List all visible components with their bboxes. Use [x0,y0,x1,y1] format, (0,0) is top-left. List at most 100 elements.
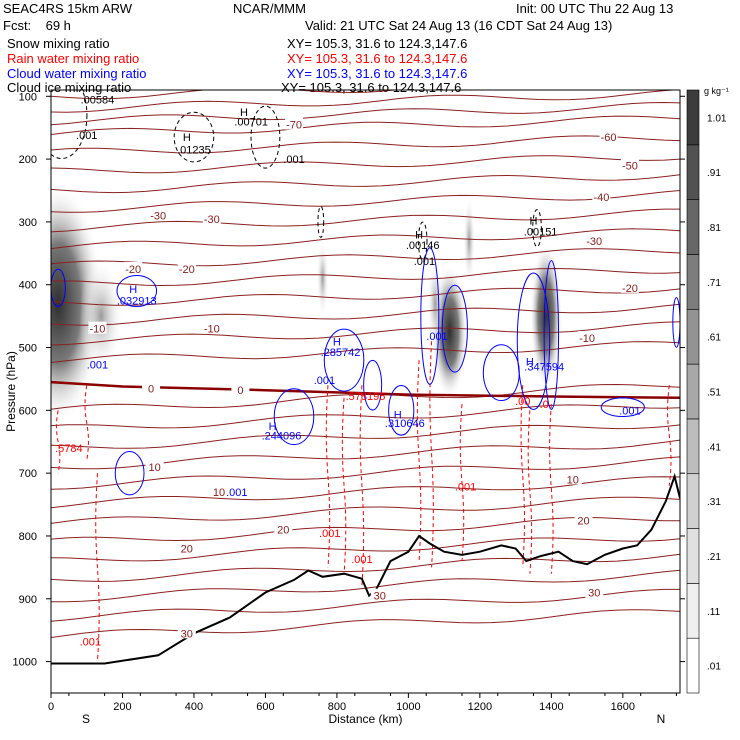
rain-water-contour [325,385,331,568]
colorbar-label: .01 [707,662,721,673]
contour-annotation: .5784 [55,443,83,455]
left-endpoint-label: S [82,712,90,726]
rain-water-contour [520,385,525,568]
contour-annotation: .244096 [262,430,302,442]
isotherm-label-bg [563,472,582,485]
isotherm-label-bg [88,321,107,334]
contour-annotation: H [183,132,191,144]
isotherm-label-bg [177,626,196,639]
isotherm-line [51,609,680,638]
x-tick-label: 1000 [396,701,420,713]
isotherm-label-bg [142,381,161,394]
isotherm-label-bg [585,233,604,246]
contour-annotation: H [129,284,137,296]
x-tick-label: 800 [328,701,346,713]
contour-annotation: .00701 [234,116,268,128]
colorbar-swatch [686,473,700,529]
cloud-water-contour [516,272,551,410]
isotherm-line [51,174,680,194]
isotherm-line [51,496,680,524]
isotherm-label: 0 [148,383,154,395]
cloud-water-contour [672,297,680,348]
isotherm-line [51,90,680,113]
isotherm-line [51,190,680,213]
legend-rain-label: Rain water mixing ratio [7,51,140,66]
legend-cloud-water-xy: XY= 105.3, 31.6 to 124.3,147.6 [287,66,468,81]
colorbar-swatch [686,363,700,420]
snow-contour [173,111,215,163]
y-tick-label: 100 [19,91,37,103]
isotherm-label: 30 [588,588,600,600]
isotherm-label: 0 [237,385,243,397]
isotherm-label-bg [202,211,221,224]
colorbar-label: .91 [707,168,721,179]
isotherm-line [51,321,680,346]
cloud-water-contour [388,385,415,436]
isotherm-line [51,228,680,250]
y-tick-label: 400 [19,280,37,292]
isotherm-line [51,115,680,135]
cloud-water-contour [600,397,645,418]
isotherm-label-bg [149,208,168,221]
contour-annotation: .032913 [117,295,157,307]
cloud-water-contour [543,260,560,410]
y-tick-label: 900 [19,594,37,606]
contour-annotation: .001 [76,130,97,142]
colorbar-label: .81 [707,223,721,234]
colorbar-label: .51 [707,388,721,399]
y-tick-label: 200 [19,154,37,166]
isotherm-label-bg [124,262,143,275]
x-tick-label: 600 [256,701,274,713]
isotherm-label: 30 [374,591,386,603]
isotherm-label-bg [620,158,639,171]
contour-annotation: .001 [455,481,476,493]
legend-snow-xy: XY= 105.3, 31.6 to 124.3,147.6 [287,36,468,51]
init-time: Init: 00 UTC Thu 22 Aug 13 [516,1,674,16]
contour-annotation: .285742 [321,347,361,359]
isotherm-line [51,588,680,622]
contour-annotation: .310646 [385,418,425,430]
cloud-water-contour [51,268,66,307]
isotherm-label: -10 [204,324,220,336]
rain-water-contour [549,404,554,574]
cloud-water-contour [323,328,365,392]
colorbar-unit: g kg⁻¹ [704,86,729,96]
snow-contour [532,209,542,248]
rain-water-contour [95,473,100,662]
colorbar-swatch [686,144,700,200]
contour-annotation: .001 [426,331,447,343]
contour-annotation: H [269,421,277,433]
colorbar-label: 1.01 [707,113,727,124]
colorbar-swatch [686,418,700,475]
y-axis-title: Pressure (hPa) [4,351,18,432]
isotherm-line [51,476,680,509]
snow-contour [51,90,88,160]
isotherm-label: 10 [567,474,579,486]
isotherm-label: -20 [179,264,195,276]
contour-annotation: .00151 [524,226,558,238]
isotherm-line [51,135,680,154]
contour-annotation: .001 [226,487,247,499]
colorbar-swatch [686,637,700,694]
isotherm-label-bg [370,588,389,601]
rain-water-contour [84,385,89,461]
cloud-water-contour [114,450,145,496]
legend-snow-label: Snow mixing ratio [7,36,110,51]
rain-water-contour [667,385,672,486]
cloud-water-contour [482,344,520,402]
isotherm-line [51,404,680,429]
x-tick-label: 200 [113,701,131,713]
rain-water-contour [55,410,61,474]
colorbar-label: .31 [707,497,721,508]
contour-annotation: .001 [414,256,435,268]
x-tick-label: 1600 [611,701,635,713]
legend-cloud-ice-xy: XY= 105.3, 31.6 to 124.3,147.6 [281,80,462,95]
y-tick-label: 700 [19,468,37,480]
contour-annotation: H [394,410,402,422]
y-tick-label: 300 [19,217,37,229]
isotherm-line [51,456,680,490]
contour-annotation: H [333,336,341,348]
colorbar-swatch [686,89,700,146]
isotherm-label: 10 [213,487,225,499]
colorbar-swatch [686,308,700,365]
